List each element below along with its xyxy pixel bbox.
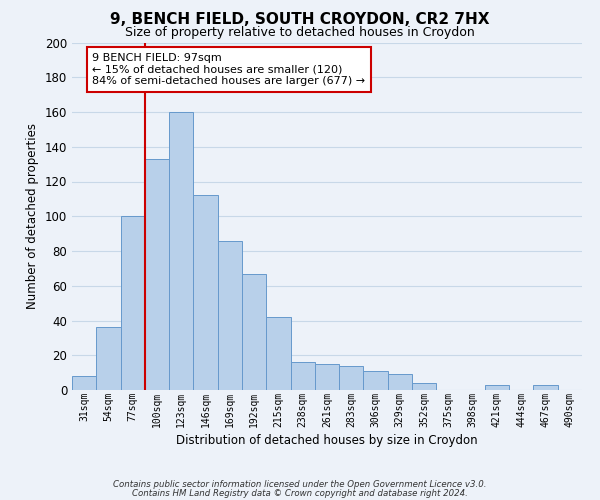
Text: 9, BENCH FIELD, SOUTH CROYDON, CR2 7HX: 9, BENCH FIELD, SOUTH CROYDON, CR2 7HX — [110, 12, 490, 28]
Text: Contains HM Land Registry data © Crown copyright and database right 2024.: Contains HM Land Registry data © Crown c… — [132, 488, 468, 498]
Bar — [169, 112, 193, 390]
Bar — [290, 362, 315, 390]
Text: Contains public sector information licensed under the Open Government Licence v3: Contains public sector information licen… — [113, 480, 487, 489]
Bar — [145, 159, 169, 390]
Y-axis label: Number of detached properties: Number of detached properties — [26, 123, 39, 309]
Bar — [266, 317, 290, 390]
Bar — [412, 383, 436, 390]
Bar — [72, 376, 96, 390]
X-axis label: Distribution of detached houses by size in Croydon: Distribution of detached houses by size … — [176, 434, 478, 446]
Text: 9 BENCH FIELD: 97sqm
← 15% of detached houses are smaller (120)
84% of semi-deta: 9 BENCH FIELD: 97sqm ← 15% of detached h… — [92, 53, 365, 86]
Bar — [242, 274, 266, 390]
Text: Size of property relative to detached houses in Croydon: Size of property relative to detached ho… — [125, 26, 475, 39]
Bar — [533, 385, 558, 390]
Bar — [96, 328, 121, 390]
Bar — [218, 240, 242, 390]
Bar — [485, 385, 509, 390]
Bar — [193, 196, 218, 390]
Bar — [364, 371, 388, 390]
Bar — [121, 216, 145, 390]
Bar — [315, 364, 339, 390]
Bar — [339, 366, 364, 390]
Bar — [388, 374, 412, 390]
